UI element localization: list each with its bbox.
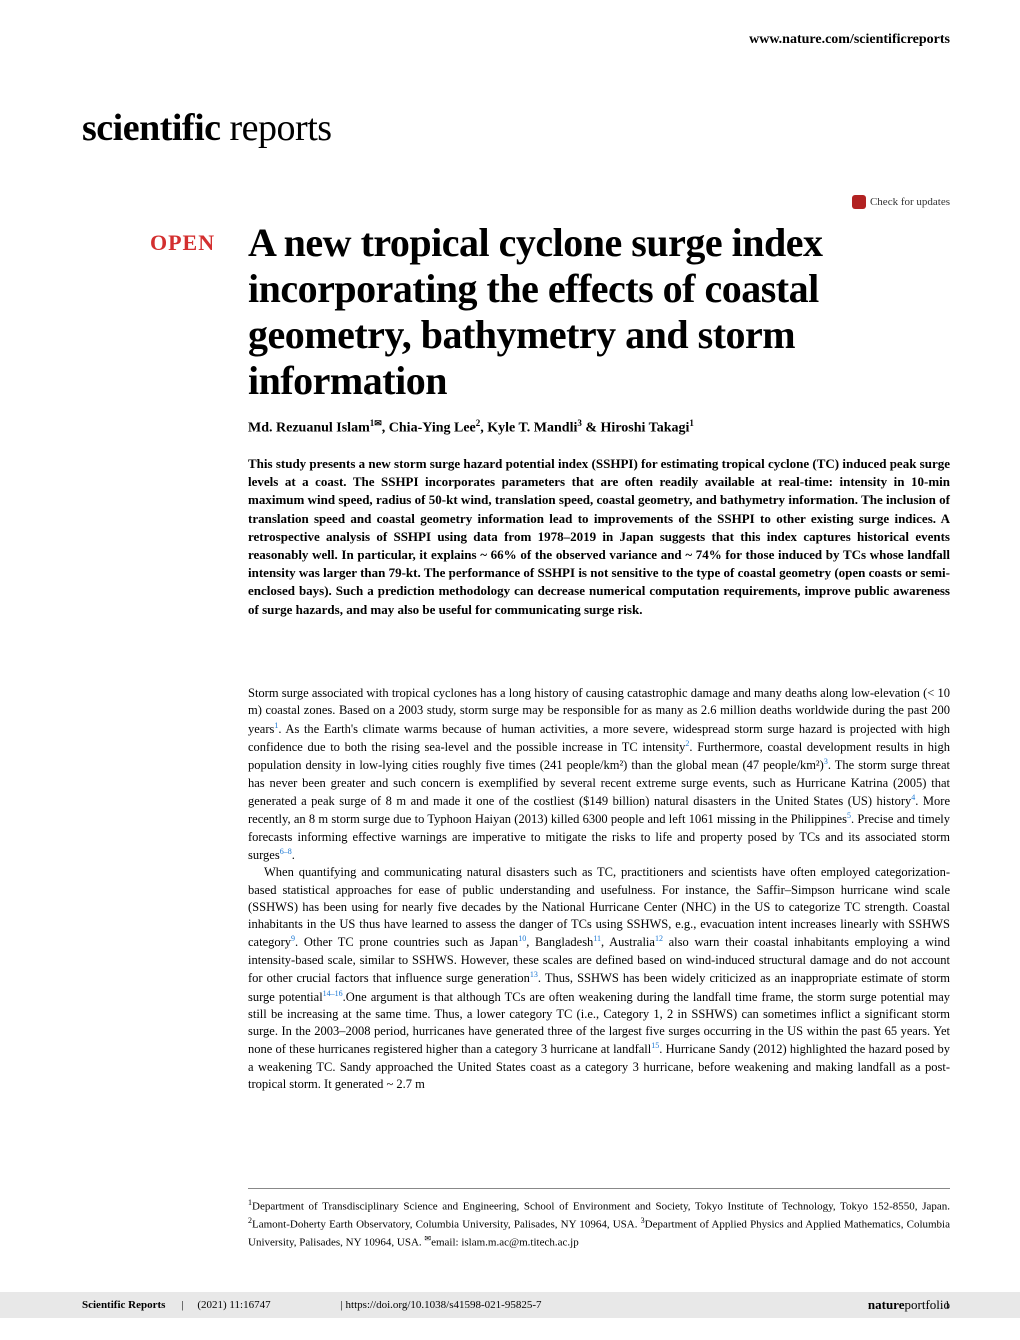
footer-citation: | (2021) 11:16747 xyxy=(181,1299,270,1311)
footer-journal-name: Scientific Reports xyxy=(82,1299,165,1311)
abstract-text: This study presents a new storm surge ha… xyxy=(248,455,950,619)
open-access-badge: OPEN xyxy=(150,230,215,256)
journal-logo: scientific reports xyxy=(82,106,332,150)
page-footer: Scientific Reports | (2021) 11:16747 | h… xyxy=(0,1292,1020,1318)
ref-link[interactable]: 6–8 xyxy=(280,847,292,856)
ref-link[interactable]: 12 xyxy=(655,934,663,943)
authors-list: Md. Rezuanul Islam1✉, Chia-Ying Lee2, Ky… xyxy=(248,418,950,437)
ref-link[interactable]: 10 xyxy=(518,934,526,943)
check-updates-link[interactable]: Check for updates xyxy=(852,195,950,209)
body-para-2: When quantifying and communicating natur… xyxy=(248,864,950,1093)
ref-link[interactable]: 14–16 xyxy=(323,989,343,998)
body-text: Storm surge associated with tropical cyc… xyxy=(248,685,950,1093)
article-title: A new tropical cyclone surge index incor… xyxy=(248,220,950,404)
header-url: www.nature.com/scientificreports xyxy=(749,32,950,48)
footer-portfolio-logo: natureportfolio xyxy=(868,1297,950,1313)
ref-link[interactable]: 13 xyxy=(530,970,538,979)
check-updates-label: Check for updates xyxy=(870,196,950,208)
body-para-1: Storm surge associated with tropical cyc… xyxy=(248,685,950,864)
footer-doi[interactable]: | https://doi.org/10.1038/s41598-021-958… xyxy=(341,1299,542,1311)
journal-logo-bold: scientific xyxy=(82,107,221,149)
page-number: 1 xyxy=(945,1299,951,1311)
check-updates-icon xyxy=(852,195,866,209)
ref-link[interactable]: 11 xyxy=(593,934,601,943)
affiliations: 1Department of Transdisciplinary Science… xyxy=(248,1188,950,1251)
journal-logo-light: reports xyxy=(221,107,332,149)
